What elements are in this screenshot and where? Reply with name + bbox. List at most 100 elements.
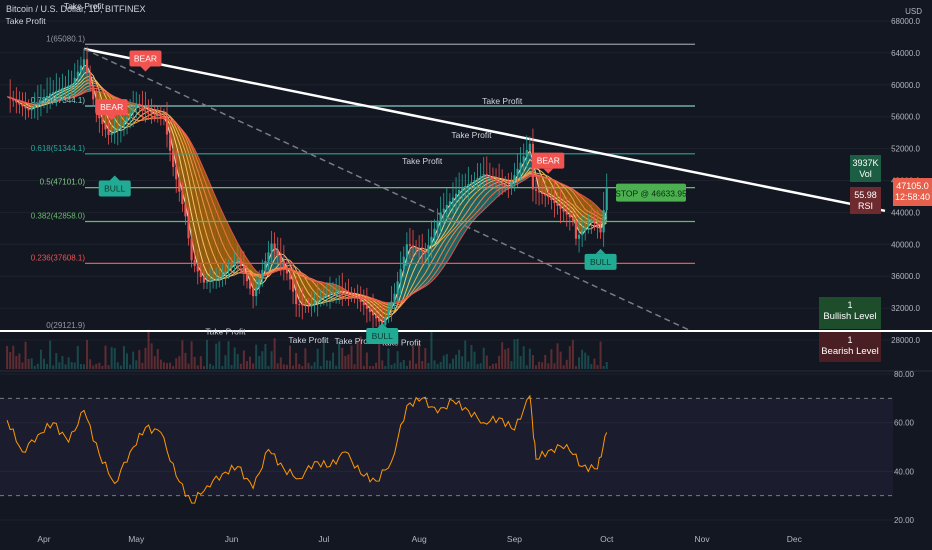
candle-body <box>353 295 356 298</box>
volume-bar <box>252 363 255 369</box>
candle-body <box>252 288 255 297</box>
volume-bar <box>181 340 184 369</box>
volume-bar <box>599 341 602 369</box>
bearish-count: 1 <box>847 335 852 345</box>
candle-body <box>501 182 504 185</box>
price-tick-label: 52000.0 <box>891 145 920 154</box>
volume-bar <box>461 356 464 369</box>
volume-bar <box>267 365 270 369</box>
candle-body <box>574 220 578 239</box>
signal-text: BEAR <box>100 102 123 112</box>
month-tick-label: Jul <box>318 534 329 544</box>
candle-body <box>599 227 602 233</box>
candle-body <box>267 252 270 262</box>
candle-body <box>473 180 476 183</box>
candle-body <box>187 216 190 239</box>
candle-body <box>276 249 279 256</box>
take-profit-label: Take Profit <box>402 156 443 166</box>
volume-bar <box>415 363 418 369</box>
candle-body <box>298 304 301 305</box>
signal-pointer <box>595 248 606 254</box>
volume-bar <box>24 341 27 369</box>
signal-bear: BEAR <box>95 99 128 121</box>
candle-body <box>375 315 378 319</box>
volume-bar <box>98 362 101 369</box>
volume-bar <box>196 365 199 369</box>
candle-body <box>482 174 485 177</box>
volume-bar <box>421 360 424 369</box>
volume-bar <box>578 357 581 369</box>
candle-body <box>39 100 43 104</box>
candle-body <box>310 304 313 307</box>
candle-body <box>470 182 473 185</box>
signal-text: BEAR <box>134 53 157 63</box>
volume-bar <box>335 365 338 369</box>
volume-bar <box>574 365 577 369</box>
candle-body <box>461 188 464 191</box>
volume-bar <box>581 349 584 369</box>
rsi-label: RSI <box>858 201 873 211</box>
volume-bar <box>372 365 375 369</box>
volume-bar <box>596 365 599 369</box>
candle-body <box>390 301 393 310</box>
volume-bar <box>341 347 344 369</box>
candle-body <box>396 281 399 294</box>
volume-bar <box>46 364 49 369</box>
volume-bar <box>519 356 522 369</box>
volume-bar <box>264 343 267 369</box>
price-tick-label: 56000.0 <box>891 113 920 122</box>
volume-bar <box>33 365 36 369</box>
candle-body <box>55 90 58 93</box>
candle-body <box>153 113 156 115</box>
candle-body <box>541 192 544 195</box>
candle-body <box>328 293 332 296</box>
candle-body <box>590 218 593 223</box>
volume-bar <box>150 343 153 369</box>
candle-body <box>347 293 350 295</box>
volume-bar <box>73 362 76 369</box>
volume-bar <box>159 359 162 369</box>
candle-body <box>49 93 52 96</box>
volume-bar <box>507 348 510 369</box>
candle-body <box>89 72 92 86</box>
candle-body <box>233 261 236 266</box>
ribbon-segment <box>594 203 598 224</box>
candle-body <box>110 132 113 136</box>
axes: USD28000.032000.036000.040000.044000.048… <box>37 7 922 544</box>
price-tick-label: 44000.0 <box>891 208 920 217</box>
price-tick-label: 32000.0 <box>891 304 920 313</box>
candle-body <box>587 222 590 227</box>
bullish-label: Bullish Level <box>823 311 876 322</box>
candle-body <box>98 112 101 119</box>
volume-bar <box>258 356 261 369</box>
volume-bar <box>301 365 304 369</box>
volume-bar <box>541 362 544 369</box>
volume-bar <box>49 340 52 369</box>
volume-bar <box>344 355 347 369</box>
candle-body <box>73 77 76 85</box>
volume-bar <box>442 355 445 369</box>
volume-bar <box>528 348 531 369</box>
volume-bar <box>221 365 224 369</box>
price-tag-bg <box>893 178 932 206</box>
candle-body <box>581 230 584 235</box>
volume-bar <box>316 348 319 369</box>
volume-bar <box>510 361 513 369</box>
candle-body <box>162 117 166 119</box>
volume-bar <box>276 363 279 369</box>
candle-body <box>79 65 82 72</box>
volume-bar <box>553 363 556 369</box>
candle-body <box>76 71 79 78</box>
volume-bar <box>504 349 507 369</box>
volume-bar <box>399 362 402 369</box>
candle-body <box>485 174 488 176</box>
volume-bar <box>292 365 295 369</box>
ribbon-segment <box>582 195 586 235</box>
volume-bar <box>79 364 82 369</box>
volume-bar <box>350 345 353 369</box>
candle-body <box>125 117 129 122</box>
candle-body <box>504 184 507 186</box>
volume-bar <box>70 362 73 369</box>
candle-body <box>193 260 196 266</box>
volume-bar <box>513 339 516 369</box>
